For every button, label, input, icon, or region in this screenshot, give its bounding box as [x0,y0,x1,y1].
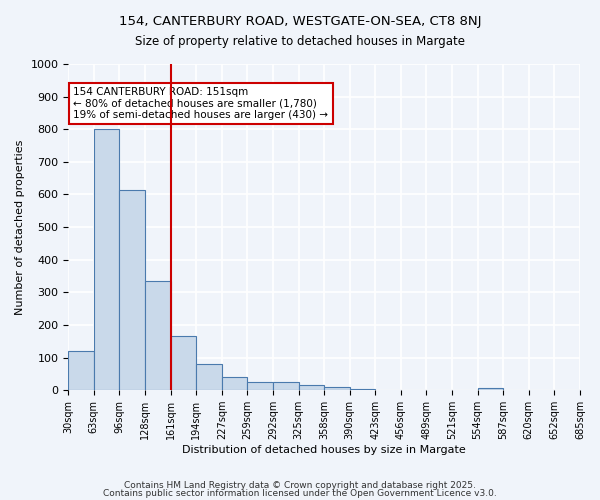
Bar [196,364,222,390]
X-axis label: Distribution of detached houses by size in Margate: Distribution of detached houses by size … [182,445,466,455]
Text: Contains HM Land Registry data © Crown copyright and database right 2025.: Contains HM Land Registry data © Crown c… [124,481,476,490]
Bar [299,386,324,390]
Bar [350,388,376,390]
Text: 154, CANTERBURY ROAD, WESTGATE-ON-SEA, CT8 8NJ: 154, CANTERBURY ROAD, WESTGATE-ON-SEA, C… [119,15,481,28]
Bar [170,336,196,390]
Bar [68,351,94,390]
Bar [324,387,350,390]
Bar [94,129,119,390]
Text: 154 CANTERBURY ROAD: 151sqm
← 80% of detached houses are smaller (1,780)
19% of : 154 CANTERBURY ROAD: 151sqm ← 80% of det… [73,87,328,120]
Bar [119,190,145,390]
Text: Size of property relative to detached houses in Margate: Size of property relative to detached ho… [135,35,465,48]
Bar [247,382,273,390]
Text: Contains public sector information licensed under the Open Government Licence v3: Contains public sector information licen… [103,488,497,498]
Y-axis label: Number of detached properties: Number of detached properties [15,140,25,315]
Bar [145,281,170,390]
Bar [222,377,247,390]
Bar [273,382,299,390]
Bar [478,388,503,390]
